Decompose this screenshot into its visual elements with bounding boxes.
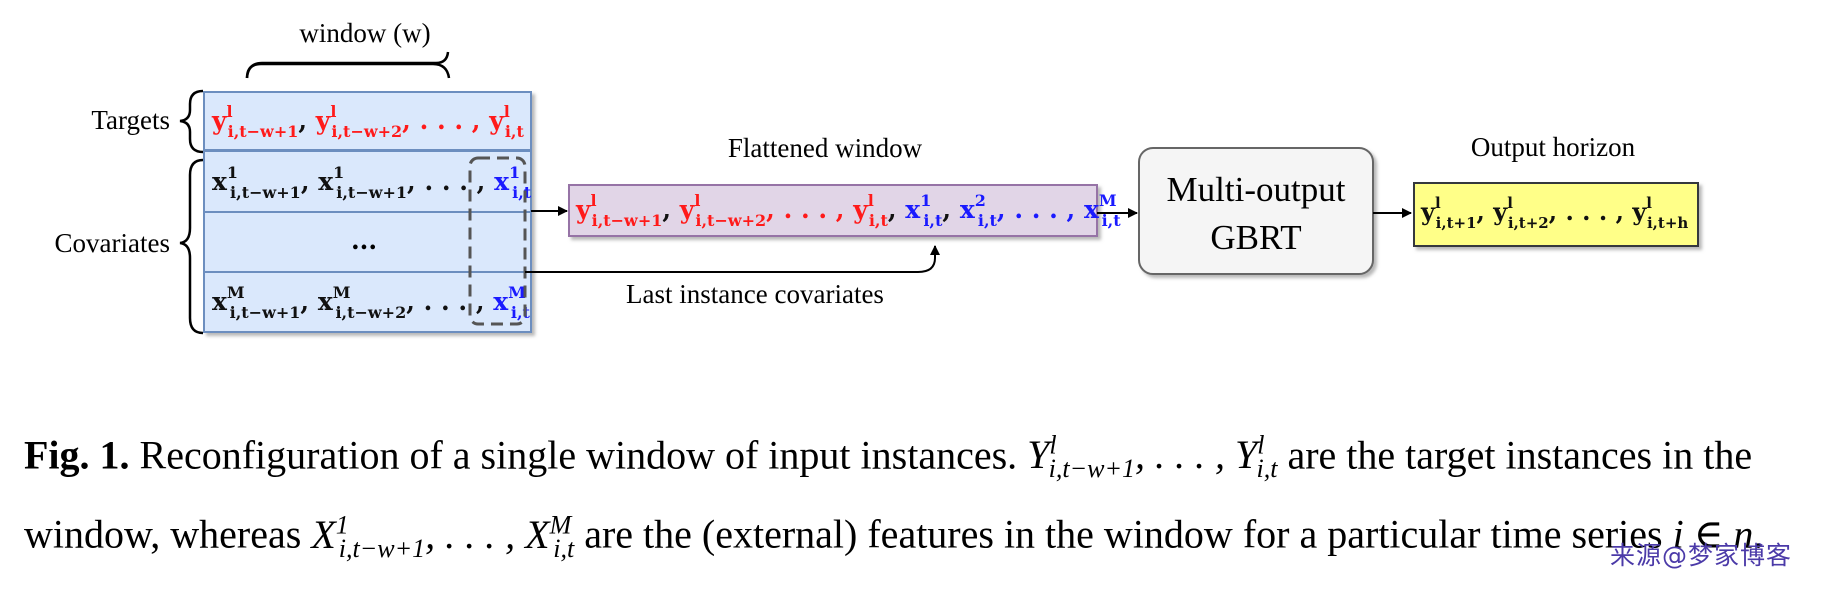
targets-brace: [179, 89, 204, 154]
output-horizon-box: [1413, 182, 1699, 247]
caption-math-y-range: Yli,t−w+1, . . . , Yli,t: [1027, 431, 1278, 484]
flattened-window-box: [568, 184, 1098, 237]
covariate-row-m-formula: xM i,t−w+1, xM i,t−w+2, . . . , xM i,t: [212, 283, 531, 322]
flattened-window-formula: yl i,t−w+1, yl i,t−w+2, . . . , yl i,t, x1 i…: [575, 191, 1121, 230]
gbrt-model-box: [1138, 147, 1374, 275]
output-horizon-label: Output horizon: [1471, 132, 1636, 162]
window-label: window (w): [299, 18, 430, 48]
caption-math-i-in-n: i ∈ n: [1672, 511, 1754, 557]
targets-row-formula: yl i,t−w+1, yl i,t−w+2, . . . , yl i,t: [211, 102, 524, 141]
flattened-window-label: Flattened window: [728, 133, 923, 163]
caption-math-x-range: X1i,t−w+1, . . . , XMi,t: [311, 510, 575, 563]
covariates-brace: [179, 158, 204, 335]
reconfiguration-diagram: window (w) Targets Covariates yl i,t−w+1,…: [55, 18, 1699, 335]
caption-text-3: are the (external) features in the windo…: [584, 511, 1663, 557]
output-horizon-formula: yl i,t+1, yl i,t+2, . . . , yl i,t+h: [1420, 194, 1688, 232]
last-instance-dashed-box: [468, 156, 527, 326]
covariate-dots-row: ...: [351, 226, 377, 255]
model-label-line1: Multi-output: [1167, 170, 1346, 209]
caption-text-4: .: [1753, 511, 1764, 557]
covariate-row-1-formula: x1 i,t−w+1, x1 i,t−w+1, . . . , x1 i,t: [212, 163, 532, 202]
caption-text-2: are the target instances in the window, …: [24, 432, 1753, 557]
covariates-label: Covariates: [55, 228, 170, 258]
input-window-table: [203, 91, 532, 333]
caption-text-1: Reconfiguration of a single window of in…: [139, 432, 1018, 478]
watermark: 来源@梦家博客: [1610, 541, 1793, 570]
targets-label: Targets: [91, 105, 170, 135]
arrow-last-instance-covariates: [525, 245, 940, 273]
last-instance-label: Last instance covariates: [626, 279, 884, 309]
model-label-line2: GBRT: [1210, 218, 1301, 257]
window-brace-shape: [245, 62, 451, 79]
figure-caption: Fig. 1. Reconfiguration of a single wind…: [24, 418, 1814, 577]
caption-fig-number: Fig. 1.: [24, 432, 130, 478]
